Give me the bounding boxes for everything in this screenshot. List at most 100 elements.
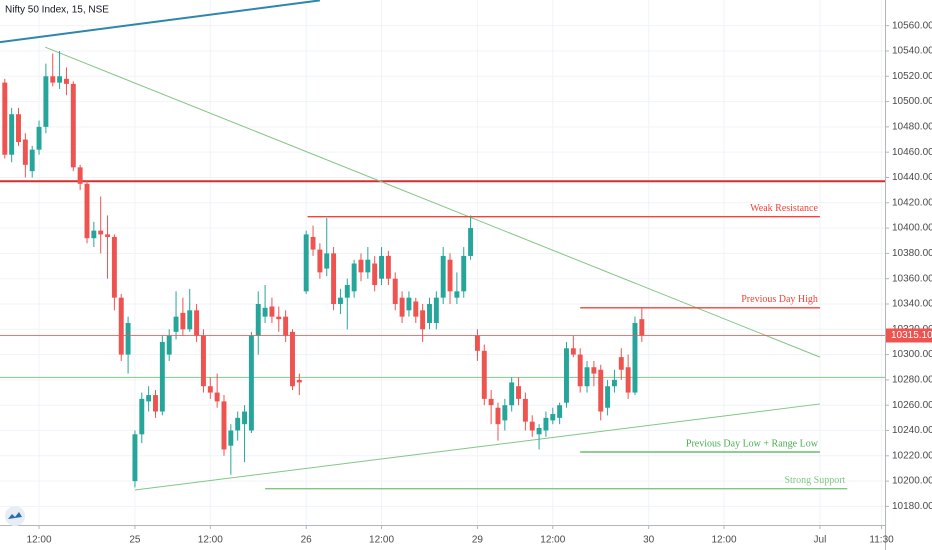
candle-body bbox=[522, 398, 528, 422]
candle-body bbox=[276, 316, 282, 320]
y-tick-label: 10520.00 bbox=[892, 71, 932, 82]
candle-body bbox=[43, 76, 49, 127]
y-tick-label: 10300.00 bbox=[892, 349, 932, 360]
candle-body bbox=[125, 322, 131, 355]
candle-body bbox=[63, 78, 69, 84]
candle-body bbox=[543, 417, 549, 431]
candle-body bbox=[194, 310, 200, 336]
trend-line bbox=[134, 403, 820, 491]
y-tick-label: 10280.00 bbox=[892, 375, 932, 386]
segment-label: Strong Support bbox=[784, 475, 845, 486]
candle-body bbox=[200, 335, 206, 387]
candle-body bbox=[146, 395, 152, 402]
candle-body bbox=[207, 386, 213, 393]
x-tick-label: Jul bbox=[814, 535, 827, 546]
candle-body bbox=[180, 312, 186, 330]
candle-body bbox=[502, 405, 508, 421]
candle-body bbox=[529, 421, 535, 431]
candle-body bbox=[365, 259, 371, 273]
candle-body bbox=[139, 398, 145, 435]
candle-body bbox=[605, 386, 611, 408]
x-tick-label: 26 bbox=[301, 535, 313, 546]
candle-body bbox=[379, 255, 385, 279]
candle-body bbox=[91, 230, 97, 239]
candle-body bbox=[427, 303, 432, 323]
x-tick-label: 12:00 bbox=[198, 535, 223, 546]
candle-body bbox=[509, 382, 515, 406]
candle-body bbox=[166, 335, 172, 355]
logo bbox=[5, 506, 25, 526]
candle-body bbox=[290, 331, 295, 387]
candle-body bbox=[105, 234, 111, 237]
x-tick-label: 12:00 bbox=[27, 535, 52, 546]
y-tick-label: 10360.00 bbox=[892, 273, 932, 284]
candle-body bbox=[57, 76, 63, 83]
candle-body bbox=[433, 297, 439, 323]
candle-body bbox=[413, 301, 419, 317]
candle-body bbox=[584, 367, 590, 387]
candle-body bbox=[591, 367, 597, 374]
x-tick-label: 12:00 bbox=[369, 535, 394, 546]
candle-body bbox=[159, 341, 165, 412]
candle-body bbox=[372, 263, 378, 286]
candle-body bbox=[632, 322, 638, 393]
candle-body bbox=[228, 430, 234, 446]
y-tick-label: 10340.00 bbox=[892, 299, 932, 310]
candle-body bbox=[310, 236, 316, 250]
candle-body bbox=[50, 76, 56, 83]
plot-area: Weak Resistance Previous Day High Previous… bbox=[0, 0, 885, 491]
candle-body bbox=[618, 357, 624, 370]
y-tick-label: 10180.00 bbox=[892, 501, 932, 512]
candle-body bbox=[447, 259, 453, 292]
y-tick-label: 10260.00 bbox=[892, 400, 932, 411]
candle-body bbox=[468, 228, 474, 256]
candle-body bbox=[495, 407, 501, 425]
x-tick-label: 12:00 bbox=[712, 535, 737, 546]
x-tick-label: 25 bbox=[129, 535, 141, 546]
candle-body bbox=[536, 427, 542, 435]
candle-body bbox=[303, 234, 309, 292]
candle-body bbox=[262, 307, 268, 317]
y-tick-label: 10240.00 bbox=[892, 425, 932, 436]
candle-body bbox=[331, 253, 337, 304]
candle-body bbox=[324, 253, 330, 269]
candle-body bbox=[474, 335, 480, 351]
trend-line bbox=[0, 0, 321, 44]
candle-body bbox=[153, 395, 158, 412]
candle-body bbox=[570, 348, 576, 355]
candle-body bbox=[70, 83, 76, 168]
candle-body bbox=[22, 139, 28, 165]
candle-body bbox=[36, 126, 42, 150]
candle-body bbox=[420, 310, 426, 330]
candle-body bbox=[317, 249, 323, 273]
candle-body bbox=[269, 306, 275, 317]
candle-body bbox=[344, 285, 350, 298]
y-tick-label: 10560.00 bbox=[892, 20, 932, 31]
y-tick-label: 10220.00 bbox=[892, 450, 932, 461]
candle-body bbox=[132, 434, 138, 482]
y-tick-label: 10420.00 bbox=[892, 197, 932, 208]
candle-body bbox=[98, 230, 104, 235]
segment-label: Previous Day High bbox=[741, 294, 818, 305]
candle-body bbox=[564, 348, 569, 403]
candle-body bbox=[481, 350, 487, 399]
candle-body bbox=[111, 236, 117, 298]
candle-body bbox=[392, 278, 398, 304]
candle-body bbox=[611, 379, 617, 387]
candle-body bbox=[351, 263, 357, 292]
candle-body bbox=[221, 401, 227, 450]
candle-body bbox=[440, 255, 446, 298]
y-tick-label: 10440.00 bbox=[892, 172, 932, 183]
candle-body bbox=[29, 149, 35, 172]
candle-body bbox=[248, 335, 254, 431]
candle-body bbox=[550, 414, 556, 421]
chart-title: Nifty 50 Index, 15, NSE bbox=[5, 5, 109, 16]
candle-body bbox=[385, 255, 391, 279]
candle-body bbox=[337, 297, 343, 304]
y-tick-label: 10540.00 bbox=[892, 46, 932, 57]
axes: 10180.00 10200.00 10220.00 10240.00 10260.00… bbox=[27, 20, 932, 546]
candle-body bbox=[461, 255, 467, 292]
y-tick-label: 10400.00 bbox=[892, 223, 932, 234]
candle-body bbox=[557, 405, 563, 418]
